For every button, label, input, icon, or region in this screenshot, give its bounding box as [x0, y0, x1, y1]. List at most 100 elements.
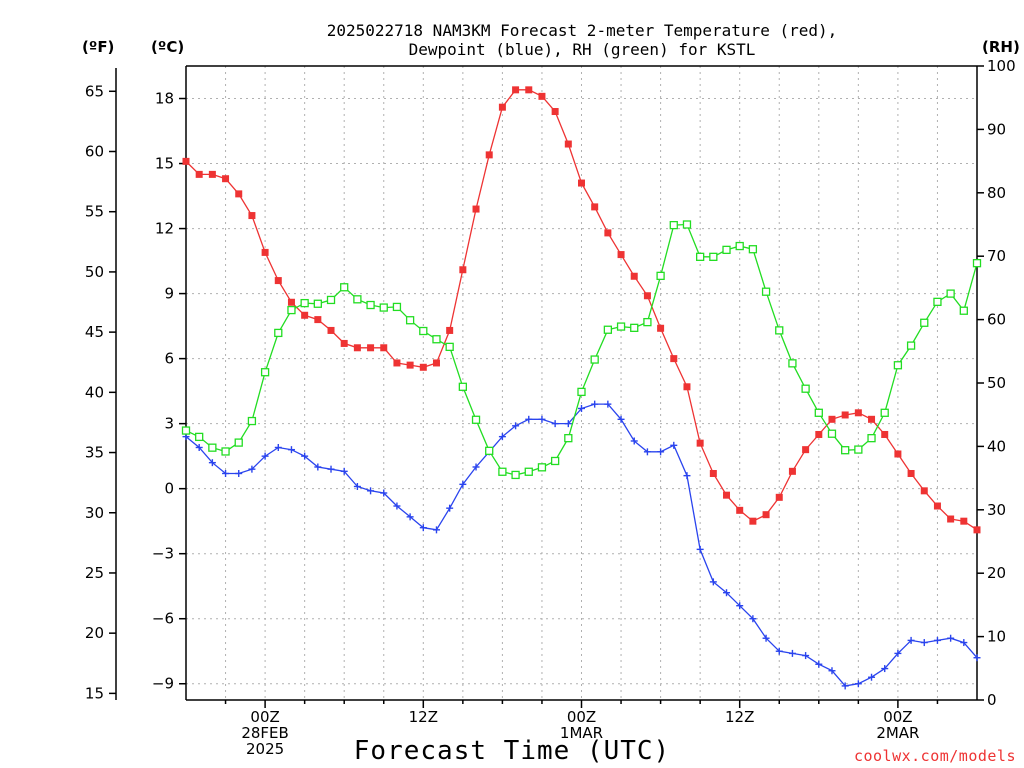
temperature-point — [512, 86, 520, 94]
rh-point — [392, 302, 402, 312]
x-tick-label: 12Z — [409, 708, 438, 726]
rh-point — [761, 287, 771, 296]
rh-point — [946, 289, 955, 298]
temperature-point — [446, 326, 454, 334]
dewpoint-point — [696, 545, 704, 553]
temperature-point — [749, 517, 757, 525]
dewpoint-point — [195, 443, 203, 451]
fahrenheit-tick-label: 60 — [85, 142, 104, 160]
celsius-tick-label: −9 — [152, 675, 174, 693]
temperature-point — [802, 446, 810, 454]
rh-point — [274, 328, 283, 338]
rh-point — [445, 342, 454, 352]
x-tick-label: 1MAR — [560, 724, 603, 742]
dewpoint-point — [775, 647, 783, 655]
temperature-point — [762, 511, 770, 519]
dewpoint-point — [643, 448, 651, 456]
rh-point — [933, 297, 942, 306]
rh-point — [722, 245, 731, 255]
rh-point — [471, 415, 481, 424]
temperature-point — [960, 517, 968, 525]
rh-point — [550, 456, 560, 466]
rh-point — [577, 387, 586, 397]
dewpoint-point — [353, 482, 361, 490]
rh-point — [735, 241, 744, 251]
dewpoint-point — [564, 420, 572, 428]
celsius-tick-label: 9 — [164, 285, 174, 303]
dewpoint-point — [287, 446, 295, 454]
chart-title-line-2: Dewpoint (blue), RH (green) for KSTL — [409, 40, 756, 59]
rh-point — [827, 429, 837, 438]
fahrenheit-tick-label: 35 — [85, 444, 104, 462]
axis-ticks: 1815129630−3−6−9656055504540353025201510… — [85, 57, 1016, 758]
temperature-point — [696, 439, 704, 447]
dewpoint-point — [947, 634, 955, 642]
temperature-point — [340, 339, 348, 347]
rh-point — [458, 382, 468, 391]
rh-point — [300, 298, 309, 308]
dewpoint-point — [854, 680, 862, 688]
rh-point — [234, 438, 243, 447]
dewpoint-point — [538, 415, 546, 423]
temperature-point — [775, 493, 783, 501]
temperature-point — [538, 92, 546, 100]
dewpoint-point — [525, 415, 533, 423]
dewpoint-point — [578, 404, 585, 412]
temperature-point — [367, 344, 375, 352]
rh-point — [959, 306, 968, 315]
rh-axis-label: (RH) — [982, 38, 1020, 56]
rh-point — [221, 447, 230, 456]
rh-point — [630, 323, 639, 332]
temperature-point — [578, 179, 585, 187]
rh-point — [841, 446, 850, 455]
dewpoint-point — [657, 448, 665, 456]
temperature-point — [235, 190, 243, 198]
dewpoint-point — [419, 524, 427, 532]
dewpoint-point — [222, 469, 230, 477]
dewpoint-point — [788, 649, 796, 657]
rh-point — [181, 426, 191, 435]
rh-point — [287, 305, 296, 315]
temperature-point — [406, 361, 414, 369]
dewpoint-point — [709, 578, 717, 586]
temperature-point — [498, 103, 506, 111]
temperature-point — [353, 344, 361, 352]
rh-point — [340, 283, 349, 292]
dewpoint-point — [907, 636, 915, 644]
temperature-point — [525, 86, 533, 94]
x-tick-label: 00Z — [250, 708, 279, 726]
celsius-tick-label: 6 — [164, 350, 174, 368]
dewpoint-point — [933, 636, 941, 644]
dewpoint-point — [591, 400, 599, 408]
rh-point — [643, 317, 652, 327]
temperature-point — [301, 311, 309, 319]
rh-point — [775, 326, 784, 335]
rh-point — [195, 432, 204, 442]
dewpoint-point — [274, 443, 282, 451]
dewpoint-point — [920, 639, 928, 647]
temperature-point — [841, 411, 849, 419]
temperature-point — [248, 212, 256, 220]
rh-point — [748, 245, 758, 254]
rh-point — [682, 220, 692, 229]
rh-tick-label: 20 — [987, 564, 1006, 582]
temperature-point — [973, 526, 981, 534]
temperature-point — [920, 487, 928, 495]
rh-point — [603, 325, 613, 334]
x-tick-label: 2MAR — [876, 724, 919, 742]
dewpoint-point — [723, 589, 731, 597]
temperature-point — [208, 170, 216, 178]
rh-tick-label: 80 — [987, 184, 1006, 202]
rh-point — [696, 252, 705, 261]
temperature-point — [182, 157, 190, 165]
rh-tick-label: 40 — [987, 437, 1006, 455]
fahrenheit-tick-label: 40 — [85, 383, 104, 401]
dewpoint-point — [868, 673, 876, 681]
fahrenheit-tick-label: 15 — [85, 684, 104, 702]
dewpoint-point — [630, 437, 638, 445]
temperature-point — [933, 502, 941, 510]
dewpoint-point — [459, 480, 467, 488]
temperature-point — [591, 203, 599, 211]
dewpoint-point — [314, 463, 322, 471]
dewpoint-point — [248, 465, 256, 473]
